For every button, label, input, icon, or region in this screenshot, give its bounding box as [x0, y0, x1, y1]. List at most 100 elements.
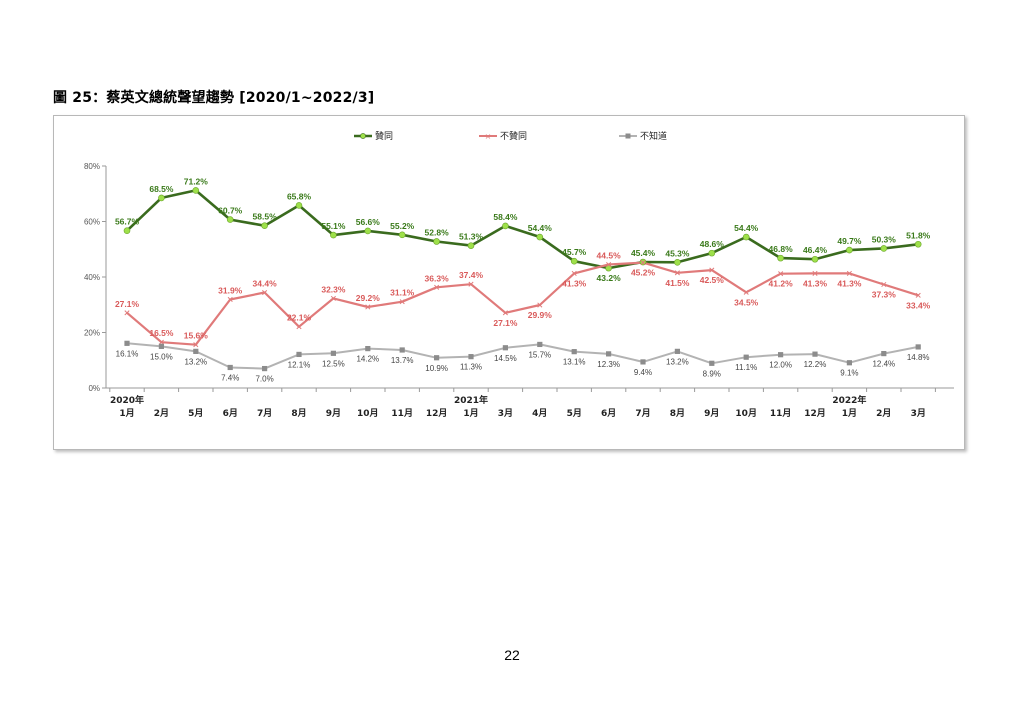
data-point	[674, 258, 681, 266]
data-label: 58.5%	[253, 212, 278, 222]
x-tick-label: 9月	[704, 408, 719, 419]
data-point	[158, 339, 164, 345]
data-label: 29.9%	[528, 310, 553, 320]
data-point	[537, 341, 543, 348]
data-label: 36.3%	[425, 273, 450, 283]
data-label: 60.7%	[218, 206, 243, 216]
series-line	[126, 189, 919, 270]
x-tick-label: 7月	[635, 408, 650, 419]
legend-marker: ×	[485, 132, 492, 141]
data-label: 51.3%	[459, 232, 484, 242]
data-label: 37.4%	[459, 270, 484, 280]
x-tick-label: 2月	[154, 408, 169, 419]
data-label: 31.9%	[218, 285, 243, 295]
x-tick-label: 4月	[532, 408, 547, 419]
data-label: 13.1%	[563, 358, 586, 367]
data-point-stroke	[434, 284, 440, 290]
data-point	[262, 365, 268, 372]
data-point	[262, 289, 268, 296]
data-point	[674, 270, 680, 276]
data-label: 45.2%	[631, 268, 656, 278]
x-tick-label: 9月	[326, 408, 341, 419]
data-label: 12.3%	[597, 360, 620, 369]
x-tick-label: 12月	[804, 408, 826, 419]
data-point-stroke	[227, 296, 233, 303]
data-label: 14.8%	[907, 353, 930, 362]
data-point	[227, 296, 233, 303]
data-label: 27.1%	[115, 299, 140, 309]
data-point	[364, 227, 372, 235]
chart-series-markers	[123, 187, 922, 372]
data-label: 65.8%	[287, 191, 312, 201]
data-point	[434, 355, 440, 361]
data-label: 13.7%	[391, 356, 414, 365]
data-label: 51.8%	[906, 230, 931, 240]
chart-series-lines	[126, 189, 919, 370]
data-label: 12.0%	[769, 361, 792, 370]
data-point	[846, 246, 853, 254]
data-point	[158, 194, 165, 202]
data-point	[468, 281, 474, 287]
data-point	[193, 342, 199, 348]
data-point	[640, 260, 646, 266]
x-tick-label: 1月	[119, 408, 134, 419]
data-label: 46.8%	[769, 244, 794, 254]
x-tick-year-label: 2022年	[832, 394, 866, 406]
y-tick-label: 0%	[88, 384, 100, 393]
data-label: 32.3%	[321, 284, 346, 294]
data-point-stroke	[502, 310, 508, 316]
data-label: 13.2%	[666, 357, 689, 366]
data-label: 15.0%	[150, 352, 173, 361]
y-tick-label: 40%	[84, 273, 100, 282]
data-point	[434, 284, 440, 290]
x-tick-year-label: 2021年	[454, 394, 488, 406]
data-label: 13.2%	[184, 357, 207, 366]
data-point-stroke	[571, 270, 577, 276]
x-tick-label: 8月	[291, 408, 306, 419]
data-label: 14.2%	[356, 355, 379, 364]
data-point	[709, 267, 715, 273]
data-label: 45.4%	[631, 248, 656, 258]
data-point	[778, 271, 784, 277]
data-point-stroke	[812, 270, 818, 276]
data-point-stroke	[158, 339, 164, 345]
legend-label: 不知道	[640, 130, 667, 142]
data-label: 31.1%	[390, 288, 415, 298]
data-point	[778, 352, 784, 358]
data-point	[777, 254, 784, 262]
x-tick-label: 5月	[567, 408, 582, 419]
data-point	[811, 255, 819, 263]
data-point	[365, 345, 371, 352]
data-point	[124, 340, 130, 346]
data-point	[124, 310, 130, 316]
x-tick-label: 10月	[735, 408, 757, 419]
data-point	[296, 351, 302, 358]
data-point	[433, 238, 440, 245]
data-point	[158, 343, 164, 349]
data-point	[295, 202, 303, 209]
data-label: 45.7%	[562, 247, 587, 257]
chart-legend: 贊同 × 不贊同 不知道	[354, 130, 667, 142]
data-point-stroke	[881, 281, 887, 288]
data-point	[537, 302, 543, 308]
data-point	[502, 222, 509, 230]
data-label: 16.1%	[116, 349, 139, 358]
data-label: 71.2%	[184, 176, 209, 186]
data-label: 27.1%	[493, 318, 518, 328]
data-point	[606, 351, 612, 357]
data-point	[880, 245, 888, 252]
line-chart: 0% 20% 40% 60% 80% 2020年 1月 2月 5月 6月 7月 8月 9月 10月 11月 1…	[84, 130, 954, 419]
data-label: 55.1%	[321, 221, 346, 231]
chart-data-labels: 56.7% 68.5% 71.2% 60.7% 58.5% 65.8% 55.1% 56.6%…	[115, 176, 931, 383]
y-tick-label: 80%	[84, 162, 100, 171]
data-point	[881, 281, 887, 288]
x-tick-label: 8月	[670, 408, 685, 419]
data-point-stroke	[296, 324, 302, 330]
data-label: 41.3%	[837, 278, 862, 288]
x-tick-label: 5月	[188, 408, 203, 419]
data-label: 56.6%	[356, 217, 381, 227]
data-point	[846, 270, 852, 276]
data-label: 37.3%	[872, 289, 897, 299]
data-label: 14.5%	[494, 354, 517, 363]
data-label: 41.2%	[769, 279, 794, 289]
